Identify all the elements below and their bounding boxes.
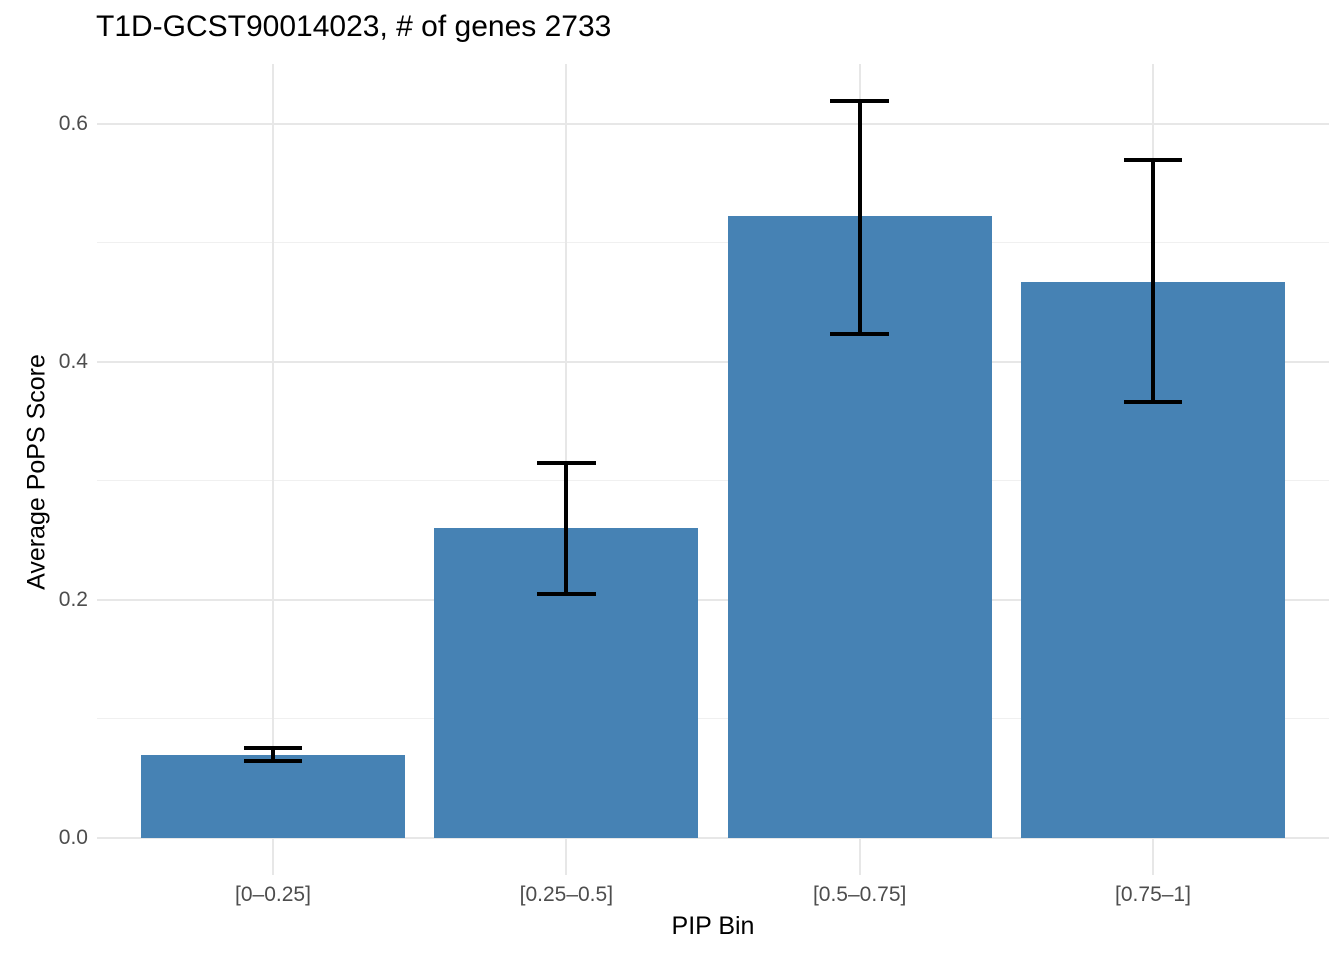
gridline-major [97, 837, 1329, 840]
x-tick-label: [0.75–1] [1115, 883, 1191, 906]
x-tick-label: [0–0.25] [235, 883, 311, 906]
x-axis-title: PIP Bin [671, 912, 755, 940]
x-tick-label: [0.5–0.75] [812, 883, 907, 906]
gridline-major [97, 122, 1329, 125]
plot-panel [97, 64, 1329, 875]
errorbar-stem [564, 462, 569, 594]
errorbar-cap [243, 745, 303, 750]
y-tick-label: 0.2 [58, 587, 88, 611]
y-tick-label: 0.6 [58, 111, 88, 135]
gridline-minor [97, 718, 1329, 720]
errorbar-cap [830, 332, 889, 337]
gridline-minor [97, 480, 1329, 482]
errorbar-cap [830, 98, 889, 103]
errorbar-stem [271, 747, 275, 761]
y-axis-title: Average PoPS Score [22, 354, 51, 590]
gridline-vertical [272, 64, 274, 875]
chart-title: T1D-GCST90014023, # of genes 2733 [96, 10, 612, 43]
gridline-minor [97, 242, 1329, 244]
errorbar-cap [1123, 158, 1183, 163]
bar [141, 754, 405, 839]
gridline-major [97, 360, 1329, 363]
errorbar-stem [857, 100, 862, 335]
x-tick-label: [0.25–0.5] [519, 883, 614, 906]
errorbar-cap [537, 460, 596, 465]
y-tick-label: 0.0 [58, 826, 88, 850]
errorbar-cap [1123, 400, 1183, 405]
errorbar-cap [243, 758, 303, 763]
gridline-major [97, 598, 1329, 601]
errorbar-stem [1151, 160, 1155, 403]
errorbar-cap [537, 591, 596, 596]
y-tick-label: 0.4 [58, 349, 88, 373]
